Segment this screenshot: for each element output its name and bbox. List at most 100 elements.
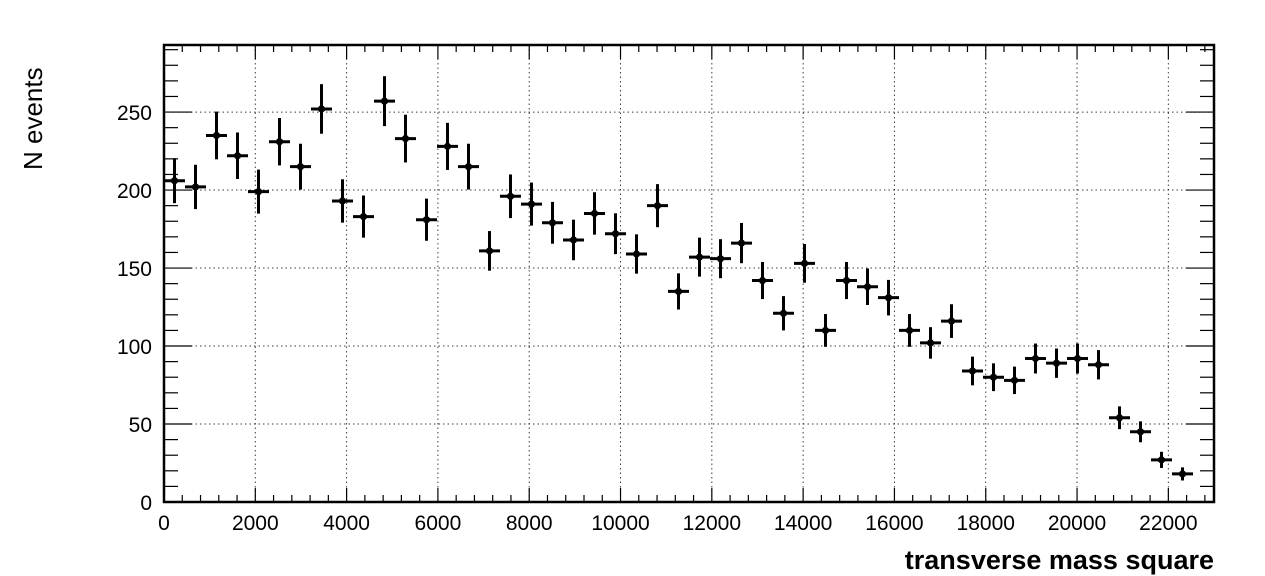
data-point [500, 174, 521, 219]
data-point [479, 231, 500, 271]
data-marker [758, 276, 767, 285]
data-point [290, 143, 311, 190]
y-tick-label: 150 [117, 258, 152, 281]
data-point [374, 76, 395, 127]
data-marker [212, 131, 221, 140]
data-point [185, 164, 206, 210]
data-marker [380, 97, 389, 105]
data-point [1172, 467, 1193, 481]
data-marker [653, 202, 662, 210]
data-point [353, 195, 374, 238]
x-tick-label: 10000 [591, 512, 649, 535]
data-point [1151, 451, 1172, 468]
data-marker [1073, 354, 1082, 363]
y-axis-title: N events [18, 67, 48, 170]
data-point [458, 143, 479, 190]
data-marker [569, 236, 578, 244]
data-marker [401, 134, 410, 143]
y-tick-label: 200 [117, 180, 152, 203]
data-point [1109, 406, 1130, 430]
data-point [689, 237, 710, 277]
axis-ticks [163, 45, 1214, 503]
data-marker [1178, 470, 1187, 478]
data-marker [590, 209, 599, 218]
data-point [731, 222, 752, 264]
x-tick-label: 20000 [1048, 512, 1106, 535]
data-marker [926, 339, 935, 347]
data-marker [1094, 361, 1103, 369]
data-point [269, 117, 290, 166]
data-marker [443, 142, 452, 150]
data-point [878, 279, 899, 316]
data-marker [464, 163, 473, 171]
plot-frame [162, 43, 1216, 504]
data-point [647, 184, 668, 228]
x-axis-title: transverse mass square [905, 545, 1214, 575]
y-tick-label: 0 [140, 492, 152, 515]
y-tick-label: 50 [129, 414, 152, 437]
data-point [1130, 421, 1151, 443]
x-tick-label: 12000 [683, 512, 741, 535]
data-point [605, 213, 626, 255]
data-point [1025, 343, 1046, 374]
data-marker [716, 255, 725, 263]
data-marker [1115, 414, 1124, 422]
x-tick-label: 14000 [774, 512, 832, 535]
data-marker [275, 138, 284, 146]
data-point [962, 356, 983, 386]
data-marker [842, 276, 851, 285]
data-point [1046, 348, 1067, 378]
data-marker [338, 197, 347, 205]
data-marker [800, 259, 809, 267]
data-point [815, 314, 836, 347]
data-marker [1031, 354, 1040, 363]
data-marker [989, 373, 998, 381]
data-point [626, 234, 647, 274]
data-point [521, 182, 542, 226]
data-marker [296, 163, 305, 171]
data-marker [884, 294, 893, 302]
data-marker [1052, 359, 1061, 367]
data-marker [170, 177, 179, 185]
x-tick-label: 0 [158, 512, 170, 535]
data-marker [233, 152, 242, 160]
data-point [857, 268, 878, 306]
data-point [542, 201, 563, 244]
data-marker [506, 192, 515, 200]
data-point [206, 111, 227, 160]
data-marker [863, 283, 872, 291]
x-tick-label: 2000 [232, 512, 279, 535]
data-marker [674, 287, 683, 296]
data-marker [1010, 376, 1019, 384]
data-marker [695, 253, 704, 261]
data-points [164, 76, 1193, 481]
data-marker [359, 212, 368, 221]
data-point [983, 363, 1004, 392]
data-marker [1157, 456, 1166, 464]
data-marker [947, 317, 956, 325]
data-point [395, 114, 416, 163]
y-tick-label: 100 [117, 336, 152, 359]
data-marker [905, 326, 914, 335]
data-point [1004, 366, 1025, 395]
data-point [311, 84, 332, 134]
data-point [584, 192, 605, 235]
x-tick-label: 18000 [957, 512, 1015, 535]
data-point [437, 122, 458, 170]
data-marker [968, 367, 977, 375]
data-point [752, 261, 773, 300]
data-point [332, 179, 353, 223]
data-point [164, 158, 185, 204]
data-marker [485, 247, 494, 255]
data-point [899, 314, 920, 347]
x-tick-label: 8000 [506, 512, 553, 535]
data-point [941, 304, 962, 338]
data-marker [632, 250, 641, 258]
x-tick-label: 22000 [1139, 512, 1197, 535]
data-marker [821, 326, 830, 335]
data-point [227, 132, 248, 179]
data-point [416, 198, 437, 241]
data-point [836, 261, 857, 300]
data-point [563, 219, 584, 261]
